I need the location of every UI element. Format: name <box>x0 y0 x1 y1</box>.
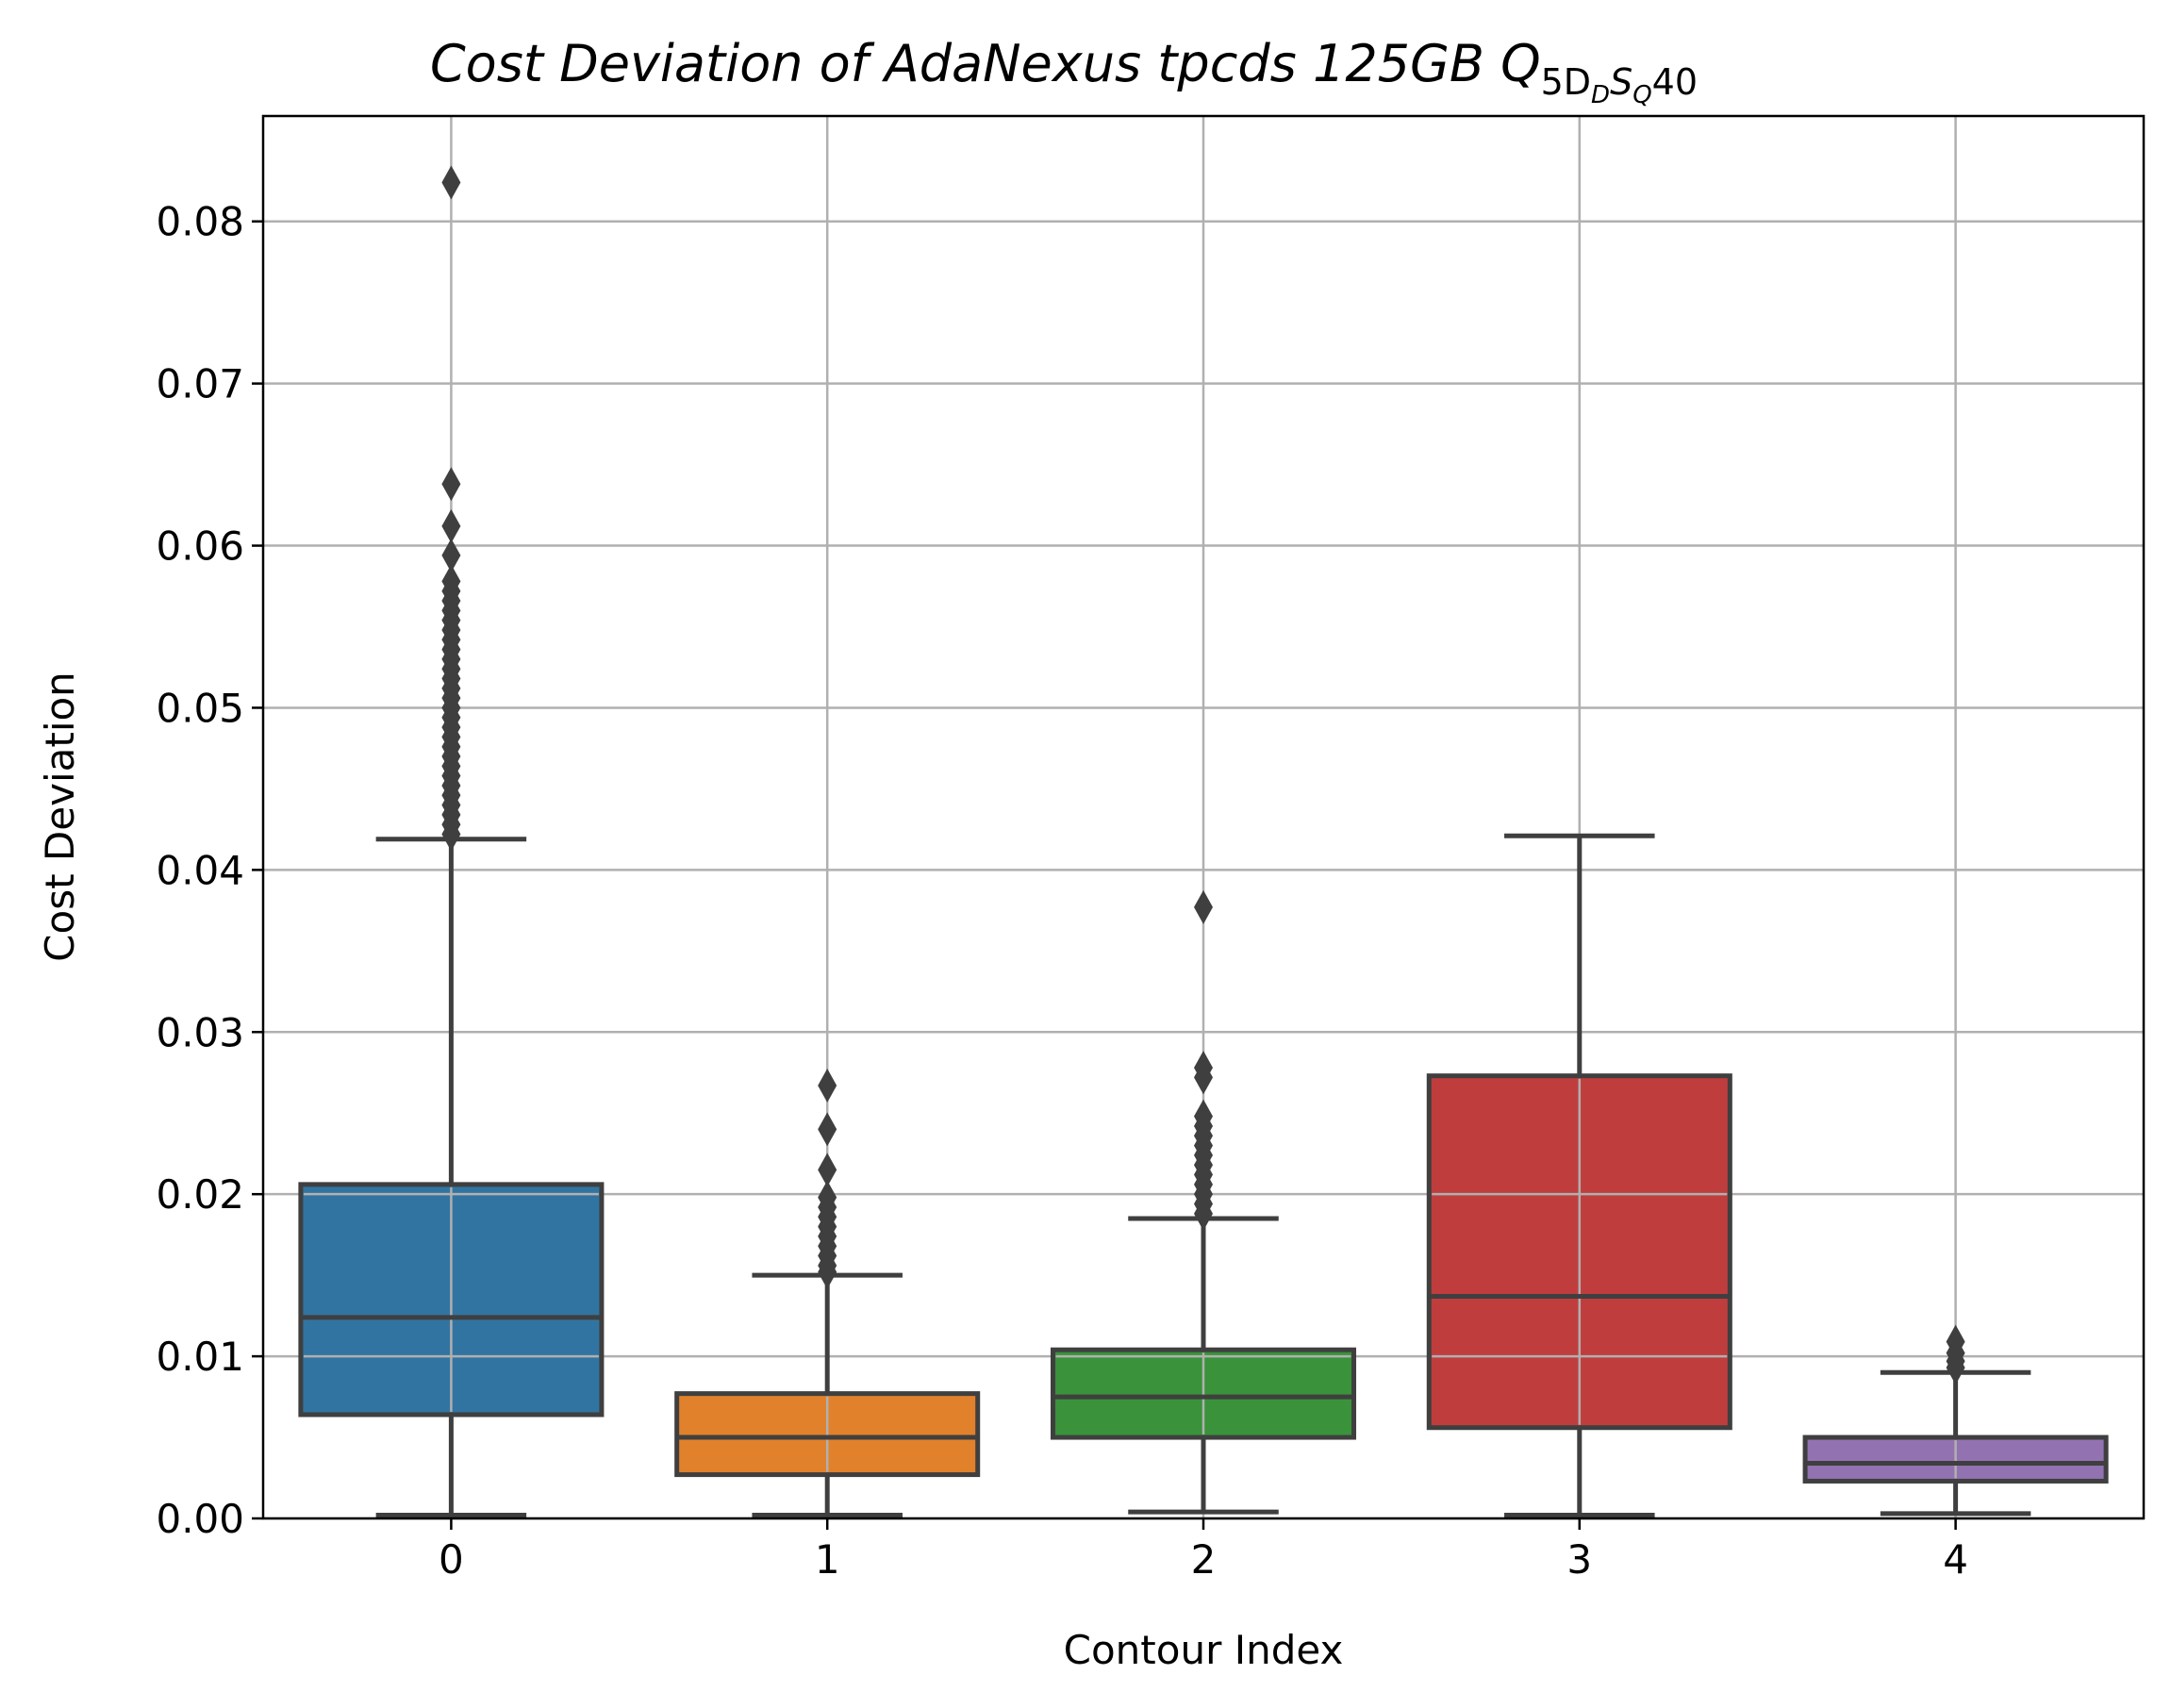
chart-title-tail: 40 <box>1652 61 1698 103</box>
chart-title-main: Cost Deviation of AdaNexus tpcds 125GB <box>430 34 1500 93</box>
outlier-point <box>818 1112 837 1147</box>
outlier-point <box>818 1152 837 1187</box>
plot-frame <box>261 114 2146 1520</box>
outlier-point <box>441 508 461 543</box>
y-tick-label: 0.00 <box>156 1496 244 1542</box>
chart-title: Cost Deviation of AdaNexus tpcds 125GB Q… <box>430 34 1698 109</box>
x-tick-label: 3 <box>1566 1536 1592 1583</box>
outlier-point <box>818 1254 837 1289</box>
x-tick-label: 2 <box>1191 1536 1217 1583</box>
chart-title-sub4: Q <box>1632 81 1651 109</box>
y-tick-label: 0.07 <box>156 361 244 407</box>
outlier-point <box>441 467 461 502</box>
outlier-point <box>441 538 461 572</box>
y-axis-label: Cost Deviation <box>37 672 83 962</box>
box-1 <box>674 1069 981 1518</box>
outlier-point <box>1946 1351 1965 1385</box>
chart-title-sub1: 5D <box>1541 61 1591 103</box>
y-tick-label: 0.01 <box>156 1334 244 1380</box>
chart-title-sub2: D <box>1591 81 1610 109</box>
outlier-point <box>441 817 461 852</box>
outlier-point <box>1194 889 1213 924</box>
chart-title-sub3: S <box>1610 61 1632 103</box>
x-tick-label: 4 <box>1943 1536 1968 1583</box>
outlier-point <box>818 1069 837 1103</box>
y-tick-label: 0.06 <box>156 523 244 570</box>
chart-title-q: Q <box>1500 34 1541 93</box>
y-tick-label: 0.03 <box>156 1009 244 1055</box>
outlier-point <box>1194 1196 1213 1231</box>
outlier-point <box>441 165 461 200</box>
y-tick-label: 0.05 <box>156 685 244 731</box>
outlier-point <box>1194 1060 1213 1095</box>
box-2 <box>1050 889 1357 1515</box>
box-0 <box>298 165 605 1518</box>
y-tick-label: 0.04 <box>156 847 244 893</box>
boxes <box>298 165 2109 1518</box>
x-axis-ticks: 0 1 2 3 4 <box>439 1518 1968 1583</box>
box-3 <box>1426 833 1732 1518</box>
box-4 <box>1802 1324 2109 1517</box>
y-tick-label: 0.02 <box>156 1171 244 1218</box>
y-axis-ticks: 0.00 0.01 0.02 0.03 0.04 0.05 0.06 0.07 0.08 <box>156 199 263 1542</box>
x-tick-label: 1 <box>815 1536 840 1583</box>
x-tick-label: 0 <box>439 1536 464 1583</box>
x-axis-label: Contour Index <box>1064 1627 1344 1673</box>
y-tick-label: 0.08 <box>156 199 244 245</box>
